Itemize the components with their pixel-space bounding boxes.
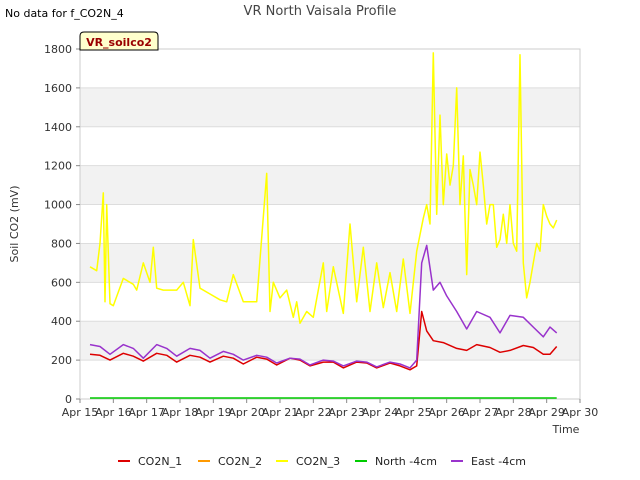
y-axis-label: Soil CO2 (mV) <box>8 186 21 263</box>
x-tick-label: Apr 23 <box>328 406 365 419</box>
no-data-notice: No data for f_CO2N_4 <box>5 7 124 20</box>
x-tick-label: Apr 29 <box>528 406 565 419</box>
x-tick-label: Apr 16 <box>95 406 132 419</box>
chart-title: VR North Vaisala Profile <box>243 4 397 19</box>
x-tick-label: Apr 24 <box>362 406 399 419</box>
y-tick-label: 1400 <box>44 121 72 134</box>
series-badge: VR_soilco2 <box>79 31 159 51</box>
axes <box>79 48 581 400</box>
y-tick-label: 1000 <box>44 199 72 212</box>
x-tick-label: Apr 21 <box>262 406 299 419</box>
y-tick-label: 600 <box>51 276 72 289</box>
grid-band <box>80 165 580 205</box>
legend-label: CO2N_2 <box>218 455 262 468</box>
x-tick-label: Apr 19 <box>195 406 232 419</box>
x-tick-label: Apr 25 <box>395 406 432 419</box>
series-line-east-4cm <box>89 244 558 369</box>
legend: CO2N_1 CO2N_2 CO2N_3 North -4cm East -4cm <box>118 455 526 468</box>
x-tick-label: Apr 28 <box>495 406 532 419</box>
badge-text: VR_soilco2 <box>86 36 152 49</box>
legend-label: CO2N_1 <box>138 455 182 468</box>
y-ticks: 0 200 400 600 800 1000 1200 1400 1600 1800 <box>44 43 80 406</box>
y-tick-label: 400 <box>51 315 72 328</box>
plot-frame <box>79 48 581 400</box>
x-axis-label: Time <box>552 423 580 436</box>
x-tick-label: Apr 18 <box>162 406 199 419</box>
grid-band <box>80 243 580 283</box>
x-tick-label: Apr 27 <box>462 406 499 419</box>
x-tick-label: Apr 26 <box>428 406 465 419</box>
y-tick-label: 200 <box>51 354 72 367</box>
x-tick-label: Apr 30 <box>562 406 599 419</box>
x-tick-label: Apr 20 <box>228 406 265 419</box>
x-tick-label: Apr 17 <box>128 406 165 419</box>
x-tick-label: Apr 15 <box>62 406 99 419</box>
x-tick-label: Apr 22 <box>295 406 332 419</box>
y-tick-label: 1200 <box>44 160 72 173</box>
legend-label: CO2N_3 <box>296 455 340 468</box>
legend-label: East -4cm <box>471 455 526 468</box>
legend-label: North -4cm <box>375 455 437 468</box>
y-tick-label: 1600 <box>44 82 72 95</box>
grid-band <box>80 87 580 127</box>
series-lines <box>89 52 558 399</box>
y-tick-label: 800 <box>51 237 72 250</box>
y-tick-label: 1800 <box>44 43 72 56</box>
series-line-co2n-1 <box>89 310 558 371</box>
y-tick-label: 0 <box>65 393 72 406</box>
series-line-co2n-3 <box>89 52 558 324</box>
